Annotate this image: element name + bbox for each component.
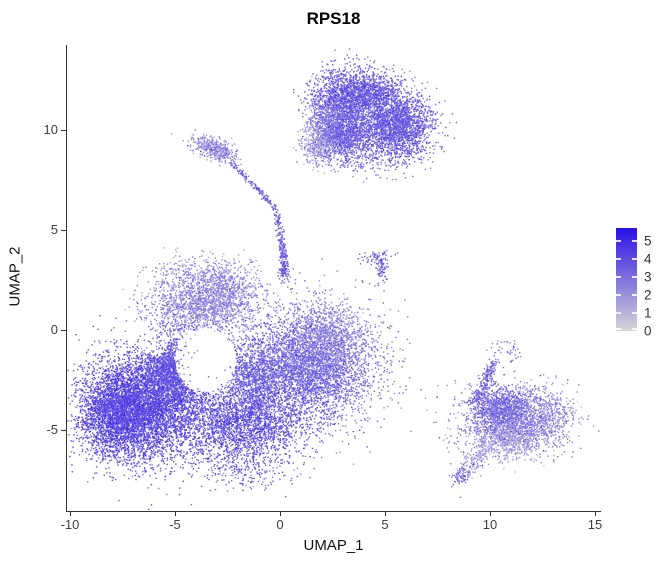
- y-axis-line: [66, 45, 67, 512]
- x-tick-mark: [70, 511, 71, 516]
- legend-tick-mark: [616, 312, 621, 315]
- x-tick-label: 15: [587, 517, 603, 532]
- legend-tick-mark: [632, 258, 637, 261]
- legend-tick-mark: [632, 240, 637, 243]
- legend-tick-mark: [616, 276, 621, 279]
- x-tick-label: -10: [60, 517, 80, 532]
- legend-gradient-bar: [616, 228, 637, 331]
- legend-tick-mark: [632, 328, 637, 330]
- plot-title: RPS18: [306, 9, 361, 28]
- y-tick-mark: [61, 230, 66, 231]
- y-axis-title: UMAP_2: [6, 246, 24, 307]
- legend-tick-mark: [632, 276, 637, 279]
- x-tick-mark: [280, 511, 281, 516]
- y-tick-mark: [61, 430, 66, 431]
- x-tick-mark: [175, 511, 176, 516]
- y-tick-label: -5: [46, 422, 58, 437]
- x-tick-label: 10: [482, 517, 498, 532]
- legend-tick-mark: [616, 258, 621, 261]
- y-tick-label: 0: [50, 322, 58, 337]
- legend-tick-mark: [632, 294, 637, 297]
- x-tick-label: -5: [169, 517, 181, 532]
- x-axis-line: [66, 511, 601, 512]
- y-tick-mark: [61, 130, 66, 131]
- legend-tick-label: 3: [644, 269, 652, 285]
- legend-tick-mark: [616, 328, 621, 330]
- y-tick-mark: [61, 330, 66, 331]
- x-tick-mark: [490, 511, 491, 516]
- legend-tick-mark: [616, 240, 621, 243]
- x-tick-mark: [595, 511, 596, 516]
- legend-tick-label: 1: [644, 305, 652, 321]
- y-tick-label: 5: [50, 222, 58, 237]
- legend-tick-mark: [616, 294, 621, 297]
- x-tick-label: 0: [276, 517, 284, 532]
- legend-tick-label: 2: [644, 287, 652, 303]
- x-axis-title: UMAP_1: [303, 537, 364, 554]
- x-tick-mark: [385, 511, 386, 516]
- legend-tick-label: 4: [644, 251, 652, 267]
- legend-tick-label: 0: [644, 323, 652, 339]
- legend-tick-label: 5: [644, 233, 652, 249]
- x-tick-label: 5: [381, 517, 389, 532]
- y-tick-label: 10: [43, 122, 58, 137]
- legend-tick-mark: [632, 312, 637, 315]
